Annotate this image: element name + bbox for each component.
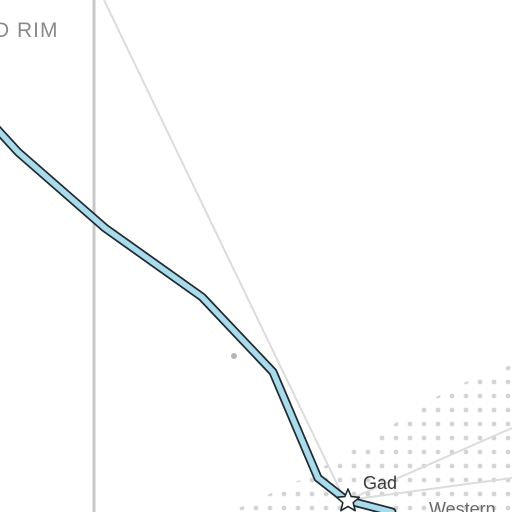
place-label-gad[interactable]: Gad [363, 473, 398, 493]
minor-road-east-1 [347, 427, 512, 501]
star-marker-icon[interactable] [335, 488, 361, 512]
region-label: D RIM [0, 19, 59, 42]
minor-road-east-2 [347, 477, 512, 501]
dot-marker-icon[interactable] [231, 353, 237, 359]
place-label-western[interactable]: Western [429, 499, 496, 512]
route-line[interactable] [0, 128, 395, 512]
dotted-terrain-area [230, 365, 512, 512]
minor-road-diagonal [103, 0, 341, 491]
